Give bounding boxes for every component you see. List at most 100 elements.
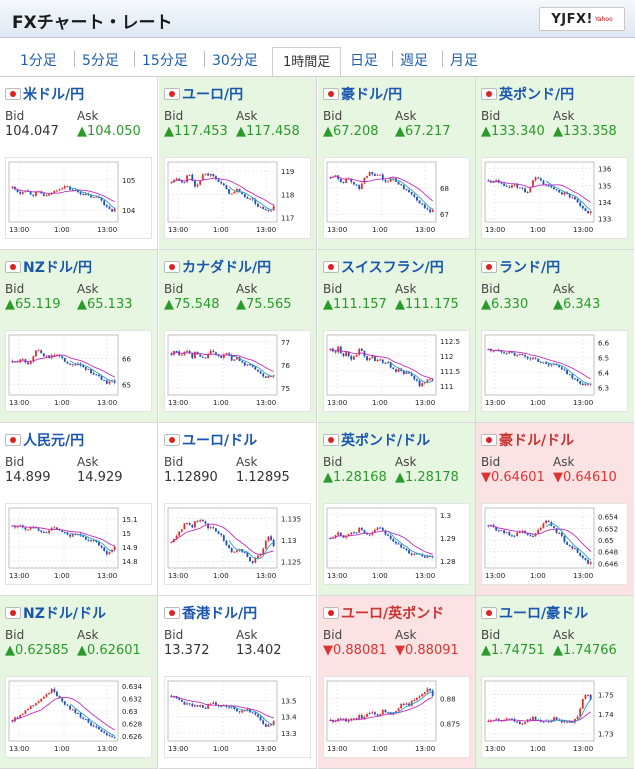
tab-7[interactable]: 月足 bbox=[450, 53, 478, 69]
candle-body bbox=[183, 182, 186, 184]
candle-body bbox=[587, 559, 589, 564]
yjfx-logo[interactable]: YJFX! Yahoo bbox=[539, 7, 625, 31]
y-tick-label: 136 bbox=[598, 166, 612, 174]
candle-body bbox=[389, 535, 392, 539]
mini-chart[interactable]: 1.135 1.13 1.125 13:00 1:00 13:00 bbox=[164, 503, 311, 585]
ma-short-line bbox=[228, 354, 274, 377]
rate-card[interactable]: ランド/円 Bid Ask ▲6.330 ▲6.343 6.6 6.5 6.4 6.3 13:00… bbox=[476, 250, 634, 423]
candle-body bbox=[353, 182, 355, 185]
mini-chart[interactable]: 6.6 6.5 6.4 6.3 13:00 1:00 13:00 bbox=[481, 330, 628, 412]
mini-chart[interactable]: 1.3 1.29 1.28 13:00 1:00 13:00 bbox=[323, 503, 470, 585]
x-tick-label: 13:00 bbox=[573, 399, 593, 407]
candle-body bbox=[350, 356, 353, 360]
mini-chart[interactable]: 1.75 1.74 1.73 13:00 1:00 13:00 bbox=[481, 676, 628, 758]
rate-card[interactable]: ユーロ/円 Bid Ask ▲117.453 ▲117.458 119 118 117 13:0… bbox=[159, 77, 317, 250]
tab-6[interactable]: 週足 bbox=[400, 53, 428, 69]
candle-body bbox=[524, 188, 526, 193]
rate-card[interactable]: 豪ドル/円 Bid Ask ▲67.208 ▲67.217 68 67 13:00 1:00 13… bbox=[318, 77, 476, 250]
candle-body bbox=[212, 350, 215, 353]
pair-link[interactable]: ユーロ/円 bbox=[164, 84, 243, 104]
rate-card[interactable]: 豪ドル/ドル Bid Ask ▼0.64601 ▼0.64610 0.654 0.652 0.… bbox=[476, 423, 634, 596]
candle-body bbox=[246, 364, 249, 366]
candle-body bbox=[201, 519, 204, 522]
mini-chart[interactable]: 13.5 13.4 13.3 13:00 1:00 13:00 bbox=[164, 676, 311, 758]
bid-label: Bid bbox=[5, 455, 25, 469]
pair-link[interactable]: 豪ドル/ドル bbox=[481, 430, 574, 450]
candle-body bbox=[84, 536, 87, 540]
candle-body bbox=[374, 712, 376, 715]
rate-card[interactable]: スイスフラン/円 Bid Ask ▲111.157 ▲111.175 112.5 112 11… bbox=[318, 250, 476, 423]
pair-link[interactable]: 人民元/円 bbox=[5, 430, 84, 450]
pair-link[interactable]: ユーロ/英ポンド bbox=[323, 603, 444, 623]
pair-link[interactable]: ユーロ/豪ドル bbox=[481, 603, 588, 623]
pair-link[interactable]: NZドル/円 bbox=[5, 257, 92, 277]
pair-link[interactable]: スイスフラン/円 bbox=[323, 257, 444, 277]
candle-body bbox=[40, 530, 43, 532]
rate-card[interactable]: NZドル/ドル Bid Ask ▲0.62585 ▲0.62601 0.634 0.632 0… bbox=[0, 596, 158, 769]
pair-link[interactable]: 香港ドル/円 bbox=[164, 603, 257, 623]
candle-body bbox=[259, 206, 262, 208]
rate-card[interactable]: 米ドル/円 Bid Ask 104.047 ▲104.050 105 104 13:00 1:0… bbox=[0, 77, 158, 250]
candle-body bbox=[516, 355, 519, 357]
tab-0[interactable]: 1分足 bbox=[20, 53, 57, 69]
rate-card[interactable]: 人民元/円 Bid Ask 14.899 14.929 15.1 15 14.9 14.8 13:… bbox=[0, 423, 158, 596]
pair-link[interactable]: 豪ドル/円 bbox=[323, 84, 402, 104]
candle-body bbox=[389, 362, 392, 368]
candle-body bbox=[105, 733, 108, 736]
mini-chart[interactable]: 77 76 75 13:00 1:00 13:00 bbox=[164, 330, 311, 412]
tab-5[interactable]: 日足 bbox=[350, 53, 378, 69]
x-tick-label: 13:00 bbox=[256, 226, 276, 234]
pair-link[interactable]: NZドル/ドル bbox=[5, 603, 106, 623]
pair-link[interactable]: 英ポンド/ドル bbox=[323, 430, 430, 450]
candle-body bbox=[518, 354, 521, 356]
candle-body bbox=[542, 523, 545, 528]
rate-card[interactable]: ユーロ/豪ドル Bid Ask ▲1.74751 ▲1.74766 1.75 1.74 1.7… bbox=[476, 596, 634, 769]
mini-chart[interactable]: 15.1 15 14.9 14.8 13:00 1:00 13:00 bbox=[5, 503, 152, 585]
candle-body bbox=[199, 354, 202, 357]
rate-card[interactable]: NZドル/円 Bid Ask ▲65.119 ▲65.133 66 65 13:00 1:00 1… bbox=[0, 250, 158, 423]
mini-chart[interactable]: 112.5 112 111.5 111 13:00 1:00 13:00 bbox=[323, 330, 470, 412]
pair-link[interactable]: ランド/円 bbox=[481, 257, 560, 277]
mini-chart[interactable]: 105 104 13:00 1:00 13:00 bbox=[5, 157, 152, 239]
candle-body bbox=[558, 364, 561, 368]
pair-link[interactable]: 米ドル/円 bbox=[5, 84, 84, 104]
ask-label: Ask bbox=[553, 282, 575, 296]
candle-body bbox=[105, 205, 108, 207]
tab-2[interactable]: 15分足 bbox=[142, 53, 188, 69]
mini-chart[interactable]: 68 67 13:00 1:00 13:00 bbox=[323, 157, 470, 239]
rate-card[interactable]: ユーロ/ドル Bid Ask 1.12890 1.12895 1.135 1.13 1.125… bbox=[159, 423, 317, 596]
mini-chart[interactable]: 119 118 117 13:00 1:00 13:00 bbox=[164, 157, 311, 239]
plot-frame bbox=[8, 334, 119, 396]
pair-link[interactable]: ユーロ/ドル bbox=[164, 430, 257, 450]
candle-body bbox=[103, 547, 106, 552]
candle-body bbox=[66, 704, 69, 706]
pair-name: 豪ドル/ドル bbox=[499, 433, 575, 449]
pair-link[interactable]: 英ポンド/円 bbox=[481, 84, 574, 104]
tab-1[interactable]: 5分足 bbox=[82, 53, 119, 69]
mini-chart[interactable]: 136 135 134 133 13:00 1:00 13:00 bbox=[481, 157, 628, 239]
mini-chart[interactable]: 0.654 0.652 0.65 0.648 0.646 13:00 1:00 13:00 bbox=[481, 503, 628, 585]
rate-card[interactable]: 英ポンド/ドル Bid Ask ▲1.28168 ▲1.28178 1.3 1.29 1.28… bbox=[318, 423, 476, 596]
pair-link[interactable]: カナダドル/円 bbox=[164, 257, 271, 277]
candle-body bbox=[108, 206, 111, 209]
candle-body bbox=[183, 523, 186, 530]
candle-body bbox=[584, 208, 587, 211]
mini-chart[interactable]: 66 65 13:00 1:00 13:00 bbox=[5, 330, 152, 412]
ask-label: Ask bbox=[395, 455, 417, 469]
candle-body bbox=[589, 694, 592, 700]
tab-4[interactable]: 1時間足 bbox=[272, 47, 342, 76]
tab-3[interactable]: 30分足 bbox=[212, 53, 258, 69]
rate-card[interactable]: ユーロ/英ポンド Bid Ask ▼0.88081 ▼0.88091 0.88 0.875 1… bbox=[318, 596, 476, 769]
candle-body bbox=[431, 690, 434, 696]
y-tick-label: 14.8 bbox=[122, 558, 138, 566]
mini-chart[interactable]: 0.634 0.632 0.63 0.628 0.626 13:00 1:00 13:00 bbox=[5, 676, 152, 758]
rate-card[interactable]: カナダドル/円 Bid Ask ▲75.548 ▲75.565 77 76 75 13:00 1:… bbox=[159, 250, 317, 423]
mini-chart[interactable]: 0.88 0.875 13:00 1:00 13:00 bbox=[323, 676, 470, 758]
candle-body bbox=[48, 355, 50, 358]
rate-card[interactable]: 英ポンド/円 Bid Ask ▲133.340 ▲133.358 136 135 134 133… bbox=[476, 77, 634, 250]
candle-body bbox=[560, 192, 563, 195]
candle-body bbox=[576, 379, 579, 381]
rate-card[interactable]: 香港ドル/円 Bid Ask 13.372 13.402 13.5 13.4 13.3 13:0… bbox=[159, 596, 317, 769]
candle-body bbox=[201, 356, 204, 358]
candle-body bbox=[405, 371, 408, 374]
